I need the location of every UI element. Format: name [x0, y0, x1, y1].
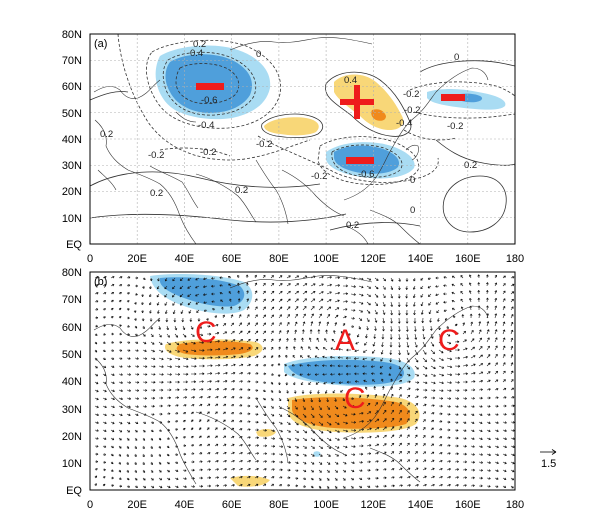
y-tick-label: 50N [62, 108, 82, 120]
cyclone-label-south: C [344, 382, 366, 415]
minus-marker-south [346, 157, 374, 164]
panel-b: (b) C A C C 1.5 EQ 10N 20N 30N 40N 50N 6… [62, 267, 556, 511]
y-tick-label: 60N [62, 81, 82, 93]
y-tick-label: 80N [62, 267, 82, 279]
panel-a-markers [196, 83, 465, 164]
contour-label: 0 [256, 49, 261, 60]
panel-a-grid [90, 34, 515, 244]
panel-a-coastlines [93, 37, 489, 245]
contour-label: -0.2 [404, 105, 420, 116]
panel-b-coastlines [93, 275, 489, 485]
minus-marker-east [441, 94, 465, 101]
panel-b-label: (b) [94, 276, 107, 288]
contour-label: -0.2 [200, 147, 216, 158]
y-tick-label: 10N [62, 458, 82, 470]
y-tick-label: 20N [62, 431, 82, 443]
y-tick-label: 40N [62, 134, 82, 146]
contour-label: 0.2 [346, 220, 359, 231]
panel-b-wind-vectors [94, 274, 515, 489]
contour-label: -0.4 [198, 120, 214, 131]
x-tick-label: 0 [87, 253, 93, 265]
contour-label: 0.2 [150, 188, 163, 199]
cyclone-label-east: C [438, 324, 460, 357]
contour-label: -0.4 [396, 118, 412, 129]
panel-a-contour-labels: 0.2 0.4 0 -0.6 -0.4 0.4 -0.2 -0.2 0 -0.2… [100, 39, 477, 231]
y-tick-label: 40N [62, 376, 82, 388]
y-tick-label: 70N [62, 55, 82, 67]
plus-marker [340, 85, 374, 119]
panel-b-x-ticks: 0 20E 40E 60E 80E 100E 120E 140E 160E 18… [87, 499, 524, 511]
x-tick-label: 140E [408, 253, 434, 265]
contour-label: -0.2 [256, 139, 272, 150]
wind-vector-arrows [94, 274, 515, 489]
contour-label: -0.6 [358, 169, 374, 180]
x-tick-label: 180 [506, 253, 524, 265]
contour-label: -0.2 [447, 121, 463, 132]
panel-b-shading [150, 274, 420, 487]
contour-label: 0 [454, 52, 459, 63]
x-tick-label: 120E [360, 499, 386, 511]
x-tick-label: 60E [222, 253, 242, 265]
y-tick-label: EQ [66, 485, 82, 497]
reference-vector-label: 1.5 [541, 458, 556, 470]
cyclone-label-west: C [195, 316, 217, 349]
minus-marker-west [196, 83, 224, 90]
panel-a-label: (a) [94, 38, 107, 50]
reference-vector: 1.5 [540, 449, 556, 470]
contour-label: 0.2 [464, 160, 477, 171]
x-tick-label: 120E [360, 253, 386, 265]
y-tick-label: 10N [62, 213, 82, 225]
x-tick-label: 180 [506, 499, 524, 511]
contour-label: 0.2 [193, 39, 206, 50]
panel-a: 0.2 0.4 0 -0.6 -0.4 0.4 -0.2 -0.2 0 -0.2… [62, 29, 524, 265]
x-tick-label: 100E [313, 253, 339, 265]
x-tick-label: 40E [175, 253, 195, 265]
contour-label: -0.2 [403, 89, 419, 100]
x-tick-label: 80E [269, 253, 289, 265]
x-tick-label: 140E [408, 499, 434, 511]
contour-label: 0.2 [100, 129, 113, 140]
x-tick-label: 20E [127, 499, 147, 511]
contour-label: 0 [410, 205, 415, 216]
anticyclone-label: A [335, 324, 355, 357]
x-tick-label: 60E [222, 499, 242, 511]
x-tick-label: 40E [175, 499, 195, 511]
panel-b-y-ticks: EQ 10N 20N 30N 40N 50N 60N 70N 80N [62, 267, 83, 497]
y-tick-label: EQ [66, 239, 82, 251]
panel-a-y-ticks: EQ 10N 20N 30N 40N 50N 60N 70N 80N [62, 29, 83, 251]
y-tick-label: 30N [62, 404, 82, 416]
y-tick-label: 70N [62, 294, 82, 306]
y-tick-label: 30N [62, 160, 82, 172]
contour-label: 0 [410, 175, 415, 186]
y-tick-label: 60N [62, 322, 82, 334]
contour-label: -0.2 [148, 150, 164, 161]
x-tick-label: 100E [313, 499, 339, 511]
x-tick-label: 0 [87, 499, 93, 511]
x-tick-label: 20E [127, 253, 147, 265]
x-tick-label: 160E [455, 253, 481, 265]
y-tick-label: 80N [62, 29, 82, 41]
y-tick-label: 20N [62, 186, 82, 198]
contour-label: 0.2 [235, 185, 248, 196]
contour-label: 0.4 [344, 75, 357, 86]
x-tick-label: 80E [269, 499, 289, 511]
contour-label: 0.4 [190, 48, 203, 59]
y-tick-label: 50N [62, 349, 82, 361]
panel-a-x-ticks: 0 20E 40E 60E 80E 100E 120E 140E 160E 18… [87, 253, 524, 265]
x-tick-label: 160E [455, 499, 481, 511]
contour-label: -0.2 [311, 171, 327, 182]
contour-label: -0.6 [201, 95, 217, 106]
